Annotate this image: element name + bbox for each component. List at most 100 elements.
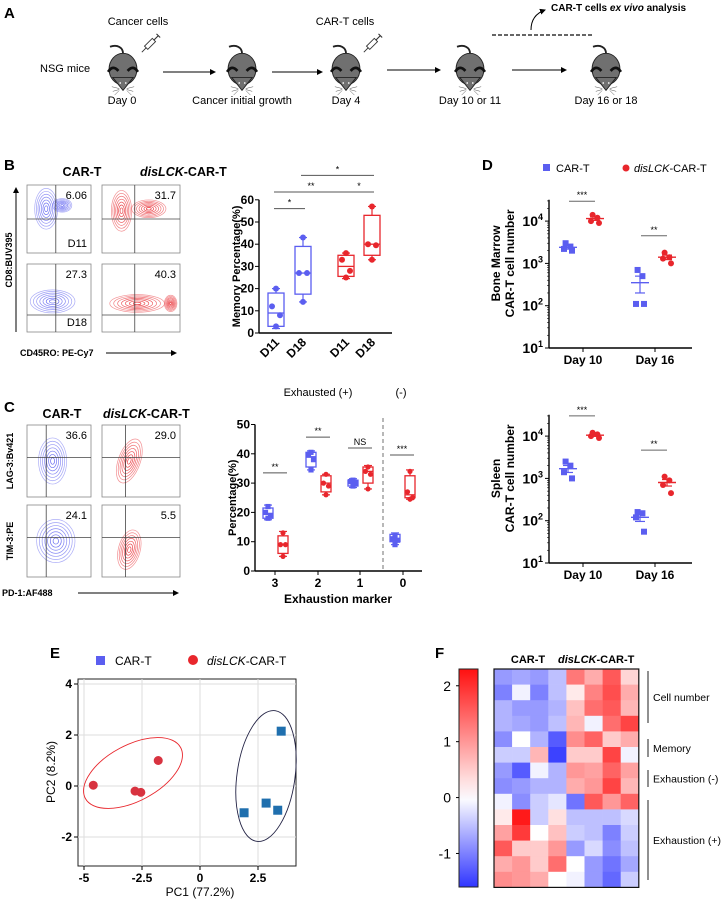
mouse-icon [329,44,363,96]
x-axis-label: PC1 (77.2%) [166,885,235,899]
cancer-cells-label: Cancer cells [108,16,169,28]
data-point [569,247,575,254]
heatmap-cell [530,684,549,701]
heatmap-cell [620,669,640,685]
box-plot [305,449,317,473]
contour-line [123,451,136,471]
contour-line [42,444,64,478]
contour-line [33,291,73,312]
heatmap-cell [566,871,585,888]
tick-exponent: 2 [538,297,543,307]
curved-arrow-icon [530,8,546,31]
box-plot [362,464,374,492]
data-point [350,483,356,489]
box-plot [389,532,401,548]
heatmap-cell [566,669,585,685]
contour-line [113,295,161,312]
contour-line [49,299,57,304]
data-point [634,509,641,516]
data-point [277,312,283,319]
data-point [661,249,668,256]
heatmap-cell [512,684,531,701]
contour-line [123,540,135,559]
data-point [407,468,413,474]
heatmap-cell [620,731,640,748]
heatmap-cell [584,840,603,857]
heatmap-cell [584,825,603,841]
quadrant-percentage: 6.06 [66,190,87,202]
dislck-italic: disLCK [634,163,670,175]
contour-line [44,447,61,475]
data-point [277,542,284,548]
contour-line [166,298,175,309]
box-plot [294,234,312,305]
x-tick-label: D11 [257,335,282,360]
mouse-icon [106,44,140,96]
contour-line [145,207,152,211]
data-point [641,528,647,535]
y-axis-label: CAR-T cell number [503,424,517,532]
x-tick-label: -5 [79,871,90,885]
y-axis-label: Memory Percentage(%) [231,205,243,327]
heatmap-cell [512,871,531,888]
contour-line [37,193,55,224]
y-tick-label: 10 [237,535,251,549]
dislck-suffix: -CAR-T [184,165,227,179]
x-tick-label: Day 16 [636,353,675,367]
dislck-car-t-header: disLCK-CAR-T [140,165,227,179]
y-axis-label: Bone Marrow [489,225,503,302]
pca-point [273,805,283,815]
dislck-italic: disLCK [207,654,247,668]
contour-line [60,204,64,207]
syringe-icon [141,33,161,53]
heatmap-cell [566,793,585,810]
heatmap-cell [512,856,531,873]
data-point [389,536,396,542]
heatmap-cell [620,825,640,841]
significance-label: ** [307,181,315,191]
quadrant-percentage: 40.3 [155,269,176,281]
heatmap-cell [566,809,585,826]
contour-line [52,198,73,213]
legend-label-dislck: disLCK-CAR-T [634,163,707,175]
data-point [588,218,594,225]
legend-marker-dislck [188,655,198,665]
box-plot [267,285,285,330]
data-point [280,553,286,559]
panel-d: CAR-T disLCK-CAR-T 101 102 103 104 Day 10 Day 1… [489,163,707,582]
panel-e: CAR-T disLCK-CAR-T -5 -2.5 0 2.5 -2 0 2 4 PC1 (77.… [44,654,297,899]
heatmap-cell [620,762,640,779]
contour-line [141,204,157,213]
contour-line [38,522,73,560]
data-point [343,250,349,257]
confidence-ellipse-dislck [83,737,183,809]
data-point [269,303,275,310]
heatmap-cell [512,700,531,717]
quadrant-percentage: 5.5 [161,510,176,522]
y-tick-label: 20 [237,505,251,519]
heatmap-cell [602,700,621,717]
heatmap-cell [530,747,549,763]
box-plot [404,468,416,502]
heatmap-cell [530,731,549,748]
data-point [339,256,345,263]
panel-label-c: C [4,399,15,416]
heatmap-cell [566,840,585,857]
dislck-italic: disLCK [140,165,185,179]
heatmap-cell [548,809,567,826]
data-point [596,220,602,227]
data-point [633,300,639,307]
quadrant-percentage: 27.3 [66,269,87,281]
contour-line [42,296,63,307]
confidence-ellipse-car-t [235,710,297,842]
data-point [325,483,332,489]
contour-line [164,296,177,311]
contour-line [44,205,49,213]
data-point [305,452,312,458]
data-point [660,255,666,262]
contour-line [125,543,134,556]
heatmap-cell [584,809,603,826]
heatmap-cell [584,856,603,873]
heatmap-cell [494,793,513,810]
data-point [668,490,674,497]
